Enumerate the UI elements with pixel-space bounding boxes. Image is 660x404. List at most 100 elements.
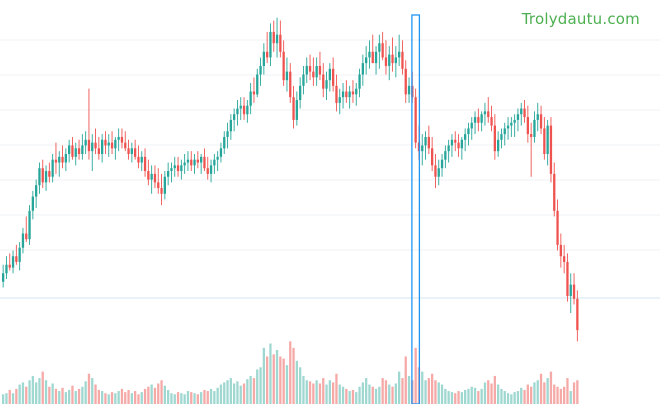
candle-body [38,168,41,186]
volume-bar [497,384,500,404]
candle-body [576,298,579,331]
volume-bar [206,391,209,404]
volume-bar [345,388,348,404]
candle-body [51,159,54,177]
volume-bar [272,354,275,404]
volume-bar [68,389,71,404]
candle-body [285,71,289,81]
candle-body [526,117,529,135]
candle-body [473,117,477,123]
candle-body [5,264,8,274]
highlighted-candle-box [411,14,421,404]
candle-body [173,165,176,169]
candle-body [563,256,566,262]
candle-body [203,156,206,169]
candle-body [196,159,199,163]
volume-bar [5,393,8,404]
candle-body [302,74,305,86]
candle-body [553,173,556,211]
volume-bar [279,356,282,404]
volume-bar [500,388,503,404]
candle-body [500,134,503,140]
volume-bar [450,392,454,404]
candle-body [54,159,58,163]
candle-body [200,156,203,163]
volume-bar [252,378,256,404]
volume-bar [520,387,523,404]
candle-body [487,111,490,118]
candle-body [381,43,384,58]
candle-body [470,122,473,129]
candle-body [81,145,84,154]
candle-body [87,139,91,152]
volume-bar [140,392,143,404]
volume-bar [361,382,364,404]
volume-bar [576,380,579,404]
volume-bar [97,389,100,404]
volume-bar [87,373,91,404]
candle-body [114,139,117,149]
candle-body [272,31,275,44]
candle-body [407,85,411,95]
volume-bar [104,393,107,404]
volume-bar [533,382,536,404]
candle-body [157,182,160,189]
volume-bar [160,380,163,404]
volume-bar [176,392,180,404]
volume-bar [490,383,493,404]
volume-bar [556,386,559,404]
volume-bar [384,380,388,404]
volume-bar [48,386,51,404]
volume-bar [312,383,315,404]
volume-bar [401,378,404,404]
candle-body [236,108,239,115]
candle-body [305,65,308,75]
volume-bar [530,386,533,404]
candle-body [176,165,180,172]
volume-bar [335,373,338,404]
candle-body [437,168,440,177]
candle-body [318,65,322,75]
candle-body [186,159,190,163]
candle-body [427,136,430,149]
volume-bar [219,384,223,404]
candle-body [477,117,480,123]
candle-body [183,162,186,166]
candle-body [348,91,351,98]
volume-bar [427,378,430,404]
volume-bar [25,386,28,404]
volume-bar [368,384,371,404]
candle-body [503,128,506,135]
candle-body [44,171,48,183]
candle-body [41,168,44,183]
candle-body [147,171,150,180]
volume-bars [2,341,579,404]
volume-bar [322,378,325,404]
candle-body [559,244,562,257]
volume-bar [569,391,572,404]
candle-body [209,165,213,174]
volume-bar [200,392,203,404]
candle-body [464,134,467,140]
volume-bar [553,384,556,404]
volume-bar [559,388,562,404]
candle-body [566,261,569,296]
candle-body [292,97,295,120]
volume-bar [295,360,298,404]
volume-bar [302,375,305,404]
volume-bar [186,391,190,404]
volume-bar [328,380,331,404]
candle-body [394,57,397,64]
volume-bar [117,391,120,404]
candle-body [101,139,104,154]
candle-body [190,159,193,166]
candle-body [440,159,444,169]
volume-bar [289,341,292,404]
candle-body [163,176,166,194]
volume-bar [120,388,124,404]
volume-bar [242,383,246,404]
volume-bar [134,391,137,404]
candle-body [434,165,437,177]
